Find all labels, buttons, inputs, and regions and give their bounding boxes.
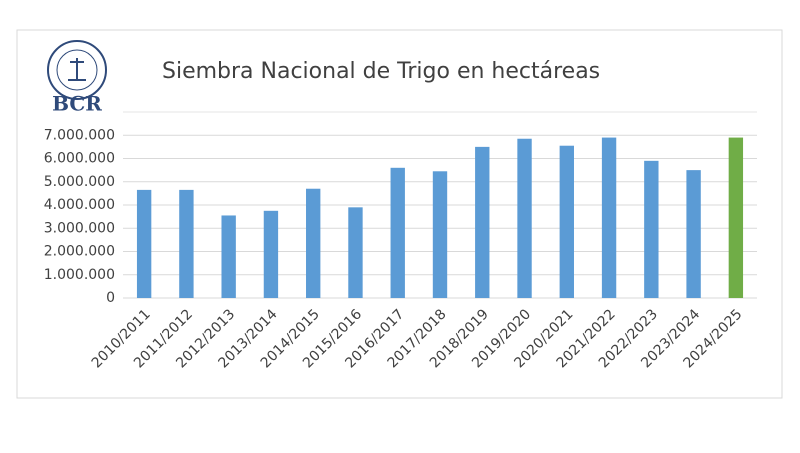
y-tick-label: 7.000.000	[44, 127, 115, 143]
y-tick-label: 2.000.000	[44, 244, 115, 260]
y-tick-label: 4.000.000	[44, 197, 115, 213]
bar	[517, 138, 532, 298]
bar	[475, 146, 490, 298]
y-tick-label: 0	[106, 290, 115, 306]
chart-title: Siembra Nacional de Trigo en hectáreas	[162, 59, 600, 84]
bar	[728, 137, 744, 298]
bar	[263, 210, 279, 298]
logo-seal-inner	[56, 49, 98, 91]
bar	[686, 170, 701, 298]
bar	[390, 167, 405, 298]
y-tick-label: 5.000.000	[44, 174, 115, 190]
bar	[601, 137, 617, 298]
bar	[559, 145, 574, 298]
bar	[179, 189, 194, 298]
logo: BCR	[47, 40, 107, 116]
logo-emblem	[68, 58, 86, 81]
bar	[221, 215, 236, 298]
bar	[644, 160, 659, 298]
bar	[306, 188, 321, 298]
bar	[432, 171, 448, 298]
bar	[136, 189, 152, 298]
y-tick-label: 6.000.000	[44, 151, 115, 167]
y-tick-label: 1.000.000	[44, 267, 115, 283]
logo-text: BCR	[52, 92, 102, 116]
y-tick-label: 3.000.000	[44, 220, 115, 236]
bar	[348, 207, 363, 298]
